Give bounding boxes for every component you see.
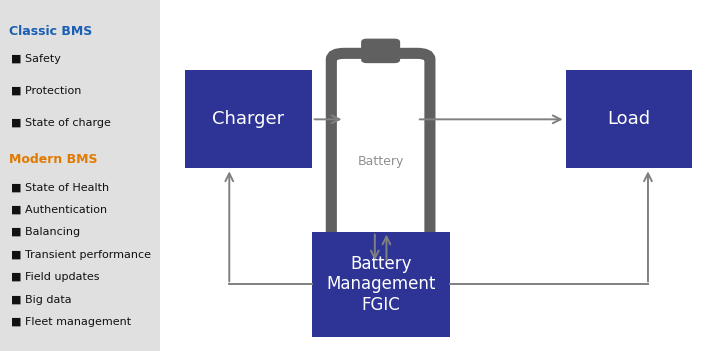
Text: Modern BMS: Modern BMS — [9, 153, 98, 166]
Bar — [185, 70, 312, 168]
Text: Battery
Management
FGIC: Battery Management FGIC — [326, 254, 435, 314]
Text: ■ Protection: ■ Protection — [11, 86, 81, 96]
Text: ■ Field updates: ■ Field updates — [11, 272, 99, 282]
Text: ■ State of Health: ■ State of Health — [11, 183, 109, 192]
Text: ■ Safety: ■ Safety — [11, 54, 61, 64]
FancyBboxPatch shape — [331, 53, 430, 270]
Text: Classic BMS: Classic BMS — [9, 25, 93, 38]
Text: ■ State of charge: ■ State of charge — [11, 118, 111, 127]
Text: ■ Big data: ■ Big data — [11, 295, 72, 305]
Text: ■ Fleet management: ■ Fleet management — [11, 317, 131, 327]
Bar — [0, 0, 160, 351]
Text: ■ Authentication: ■ Authentication — [11, 205, 107, 215]
Text: Battery: Battery — [357, 155, 404, 168]
Text: ■ Balancing: ■ Balancing — [11, 227, 80, 237]
Bar — [312, 232, 450, 337]
Text: Charger: Charger — [212, 110, 284, 128]
Text: Load: Load — [608, 110, 650, 128]
Bar — [566, 70, 692, 168]
FancyBboxPatch shape — [362, 40, 399, 62]
Text: ■ Transient performance: ■ Transient performance — [11, 250, 151, 260]
